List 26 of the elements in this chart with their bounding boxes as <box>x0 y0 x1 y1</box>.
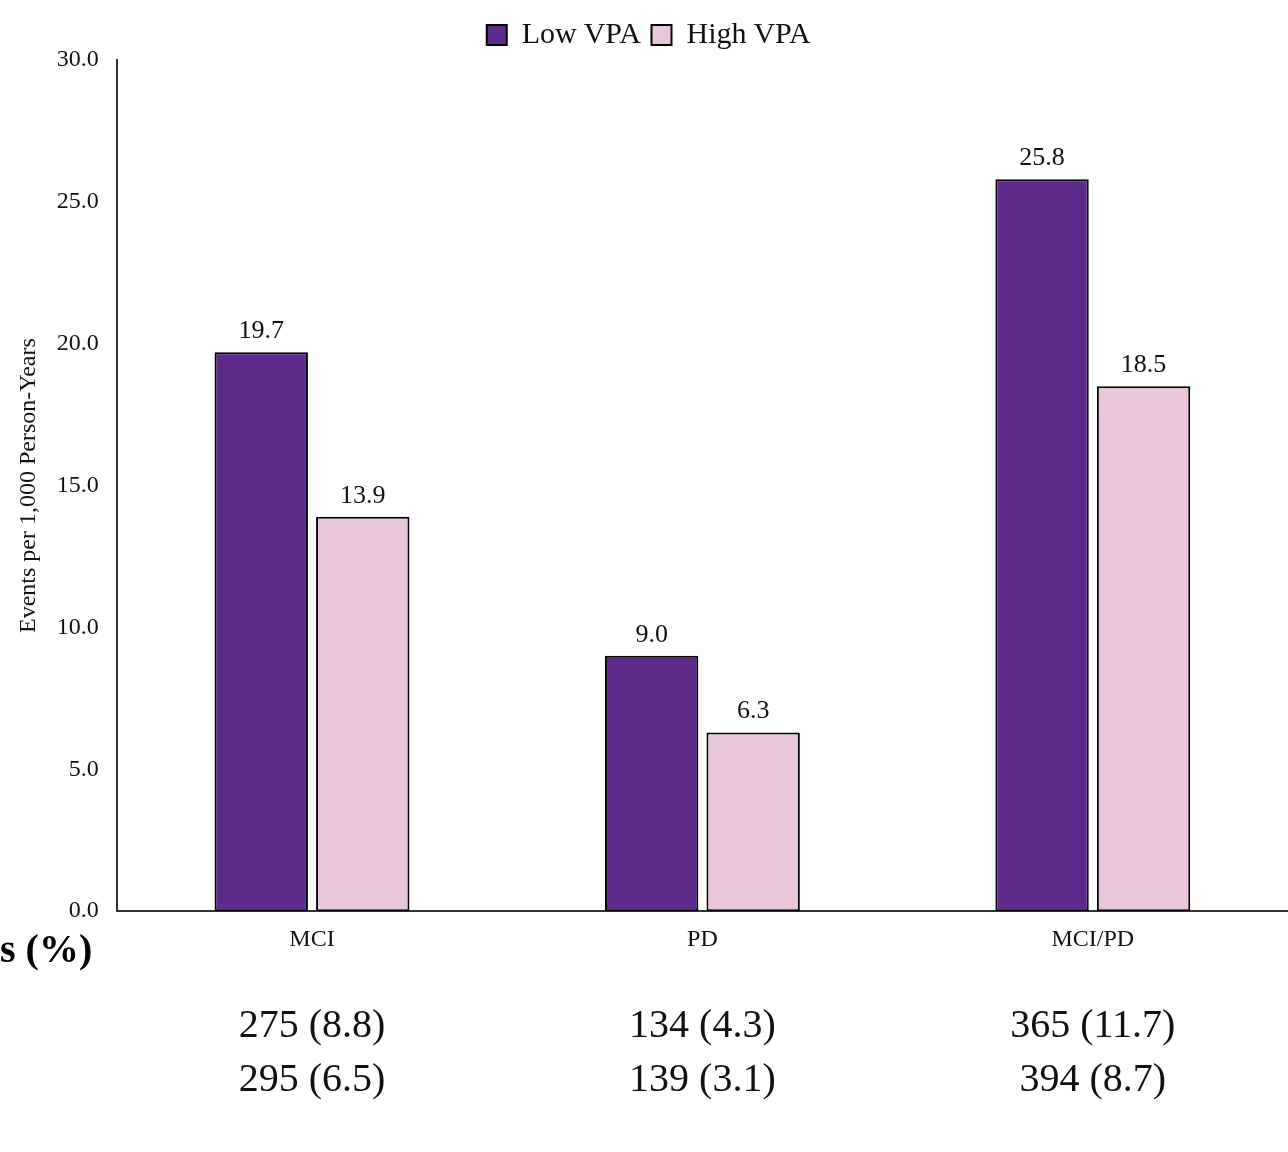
data-label: 18.5 <box>1120 349 1167 379</box>
y-tick-label: 5.0 <box>68 754 99 781</box>
y-tick-label: 20.0 <box>56 329 99 356</box>
text: 365 (11.7) <box>1010 1000 1176 1047</box>
data-label: 13.9 <box>340 479 386 509</box>
text: 139 (3.1) <box>629 1054 776 1101</box>
text: 394 (8.7) <box>1019 1054 1167 1101</box>
legend-label: Low VPA <box>521 15 642 49</box>
x-tick-label: PD <box>687 924 718 951</box>
data-label: 6.3 <box>736 695 770 725</box>
y-axis-title: Events per 1,000 Person-Years <box>13 338 40 634</box>
y-tick-label: 0.0 <box>68 896 99 923</box>
x-tick-label: MCI <box>289 924 335 951</box>
y-tick-label: 30.0 <box>56 45 99 72</box>
text: 275 (8.8) <box>238 1000 386 1047</box>
data-label: 25.8 <box>1019 142 1065 171</box>
text: 134 (4.3) <box>629 1000 776 1047</box>
data-label: 19.7 <box>238 315 284 345</box>
text: 295 (6.5) <box>238 1054 386 1101</box>
y-tick-label: 25.0 <box>56 187 99 214</box>
x-tick-label: MCI/PD <box>1051 924 1135 951</box>
legend-label: High VPA <box>686 15 812 49</box>
y-tick-label: 10.0 <box>56 612 99 639</box>
y-tick-label: 15.0 <box>56 470 99 497</box>
text: s (%) <box>0 925 93 972</box>
data-label: 9.0 <box>635 618 668 648</box>
